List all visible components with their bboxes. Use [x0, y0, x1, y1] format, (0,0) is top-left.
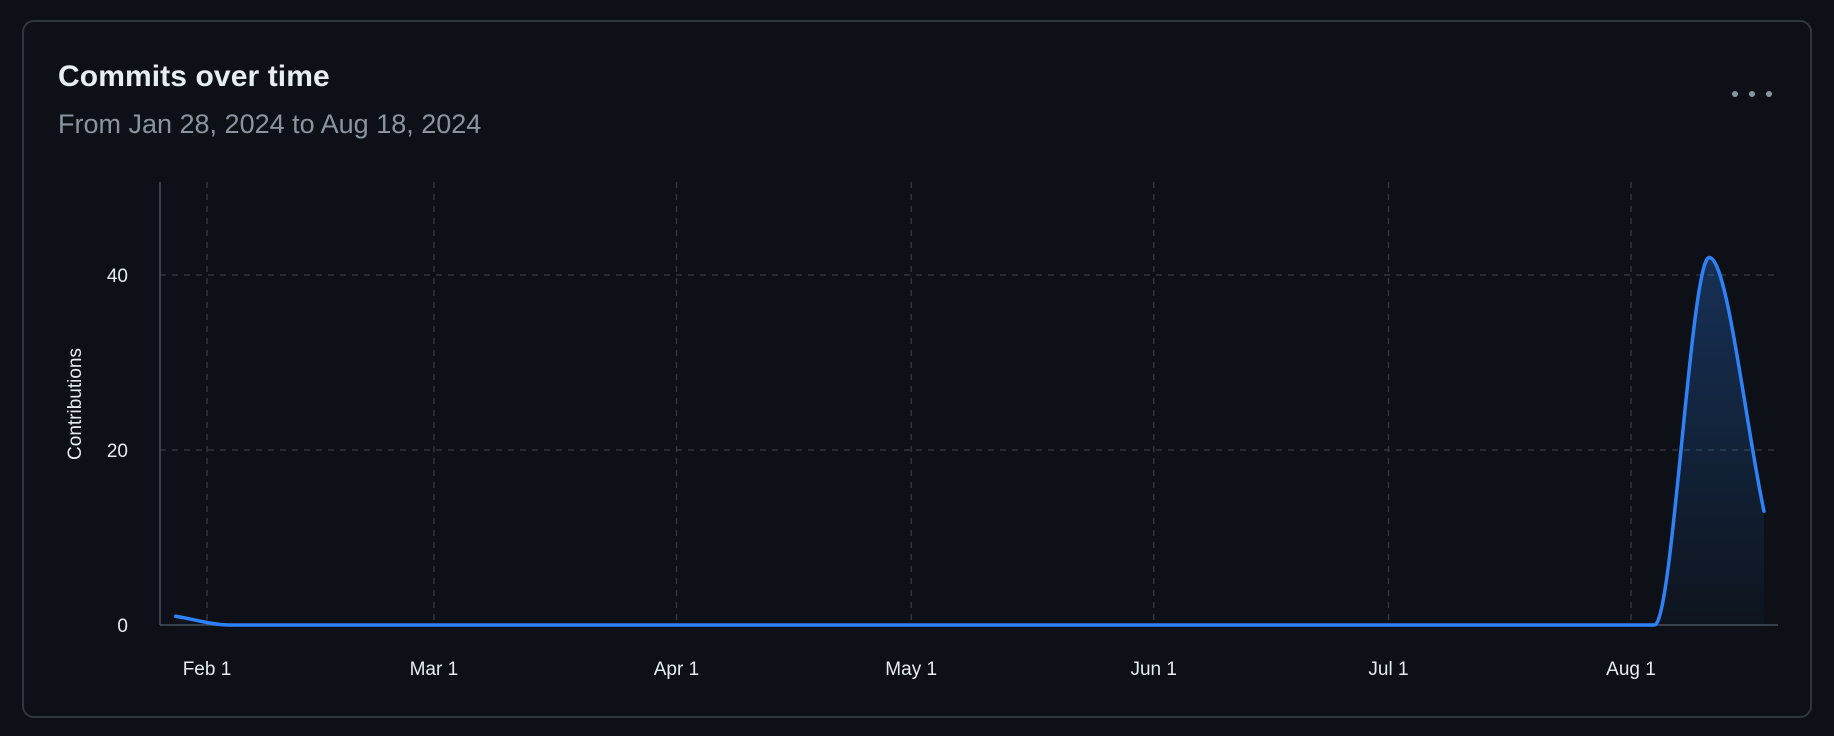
- kebab-dot-icon: [1749, 91, 1755, 97]
- y-axis-title: Contributions: [65, 348, 86, 460]
- x-tick-label: Jun 1: [1130, 659, 1176, 680]
- y-tick-label: 20: [107, 441, 128, 462]
- card-subtitle: From Jan 28, 2024 to Aug 18, 2024: [58, 109, 482, 139]
- series-line: [173, 255, 1766, 627]
- x-tick-label: Apr 1: [654, 659, 699, 680]
- card-title: Commits over time: [58, 60, 330, 93]
- y-tick-label: 0: [117, 616, 128, 637]
- x-tick-label: Aug 1: [1606, 659, 1656, 680]
- kebab-dot-icon: [1766, 91, 1772, 97]
- x-tick-label: Mar 1: [410, 659, 459, 680]
- series-area: [175, 257, 1765, 625]
- kebab-dot-icon: [1732, 91, 1738, 97]
- x-tick-label: Feb 1: [183, 659, 232, 680]
- commits-over-time-card: Commits over time From Jan 28, 2024 to A…: [22, 20, 1812, 718]
- more-options-button[interactable]: [1732, 86, 1772, 102]
- y-tick-label: 40: [107, 266, 128, 287]
- x-tick-label: May 1: [885, 659, 937, 680]
- x-tick-label: Jul 1: [1368, 659, 1408, 680]
